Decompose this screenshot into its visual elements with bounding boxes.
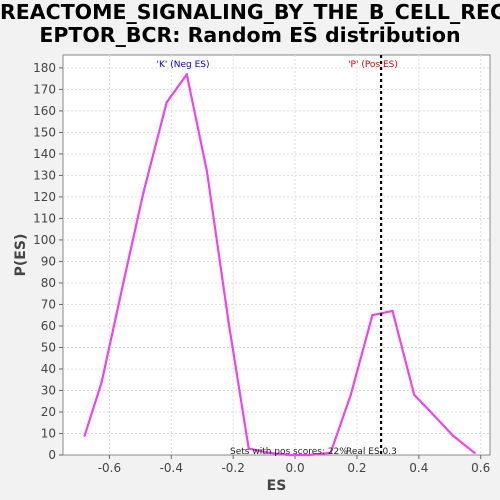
es-data-point bbox=[267, 451, 270, 455]
y-tick-label: 90 bbox=[41, 254, 56, 268]
y-tick-label: 160 bbox=[33, 104, 56, 118]
y-axis-label: P(ES) bbox=[13, 234, 29, 277]
es-data-point bbox=[371, 314, 374, 317]
chart-title: REACTOME_SIGNALING_BY_THE_B_CELL_REC EPT… bbox=[0, 1, 500, 47]
es-data-point bbox=[185, 73, 188, 76]
x-gridlines bbox=[108, 55, 482, 455]
y-tick-label: 60 bbox=[41, 319, 56, 333]
y-tick-label: 100 bbox=[33, 233, 56, 247]
es-distribution-line bbox=[83, 73, 476, 457]
es-data-point bbox=[349, 393, 352, 396]
es-distribution-points bbox=[83, 73, 476, 457]
y-tick-label: 50 bbox=[41, 340, 56, 354]
pos-scores-note: Sets with pos scores: 22% bbox=[230, 447, 348, 457]
y-tick-label: 180 bbox=[33, 61, 56, 75]
y-tick-label: 10 bbox=[41, 426, 56, 440]
es-data-point bbox=[287, 453, 291, 457]
es-data-point bbox=[205, 169, 209, 173]
x-tick-label: 0.6 bbox=[471, 461, 490, 475]
y-tick-label: 130 bbox=[33, 168, 56, 182]
es-data-point bbox=[307, 453, 311, 457]
es-data-point bbox=[473, 451, 476, 455]
es-data-point bbox=[451, 434, 455, 437]
y-tick-label: 140 bbox=[33, 147, 56, 161]
y-tick-label: 20 bbox=[41, 405, 56, 419]
plot-area bbox=[62, 54, 491, 456]
y-tick-label: 70 bbox=[41, 297, 56, 311]
es-data-point bbox=[165, 101, 168, 104]
y-tick-label: 150 bbox=[33, 125, 56, 139]
y-tick-label: 30 bbox=[41, 383, 56, 397]
es-data-point bbox=[329, 451, 332, 455]
x-tick-label: 0.4 bbox=[409, 461, 428, 475]
x-axis-ticks: -0.6 -0.4 -0.2 0.0 0.2 0.4 0.6 bbox=[98, 455, 490, 475]
chart-title-line-1: REACTOME_SIGNALING_BY_THE_B_CELL_REC bbox=[0, 0, 500, 24]
es-data-point bbox=[391, 309, 394, 313]
x-tick-label: -0.4 bbox=[160, 461, 183, 475]
es-data-point bbox=[247, 447, 250, 450]
x-tick-label: -0.2 bbox=[221, 461, 244, 475]
x-tick-label: 0.0 bbox=[286, 461, 305, 475]
es-data-point bbox=[100, 380, 103, 384]
y-tick-label: 170 bbox=[33, 82, 56, 96]
x-tick-label: -0.6 bbox=[98, 461, 121, 475]
y-tick-label: 0 bbox=[48, 448, 56, 462]
es-data-point bbox=[122, 281, 125, 285]
es-data-point bbox=[412, 393, 416, 396]
x-axis-label: ES bbox=[267, 478, 287, 494]
pos-es-label: 'P' (Pos ES) bbox=[348, 60, 398, 70]
es-data-point bbox=[227, 320, 230, 323]
es-data-point bbox=[142, 191, 145, 194]
chart-title-line-2: EPTOR_BCR: Random ES distribution bbox=[39, 23, 461, 47]
y-tick-label: 110 bbox=[33, 211, 56, 225]
y-tick-label: 80 bbox=[41, 276, 56, 290]
neg-es-label: 'K' (Neg ES) bbox=[157, 60, 210, 70]
es-data-point bbox=[83, 434, 86, 437]
y-gridlines bbox=[63, 67, 490, 434]
real-es-note: Real ES 0.3 bbox=[346, 447, 397, 457]
y-tick-label: 40 bbox=[41, 362, 56, 376]
es-data-point bbox=[431, 412, 434, 416]
y-axis-ticks: 0 10 20 30 40 50 60 70 80 90 100 110 120 130 140 150 160… bbox=[33, 61, 63, 462]
y-tick-label: 120 bbox=[33, 190, 56, 204]
x-tick-label: 0.2 bbox=[347, 461, 366, 475]
